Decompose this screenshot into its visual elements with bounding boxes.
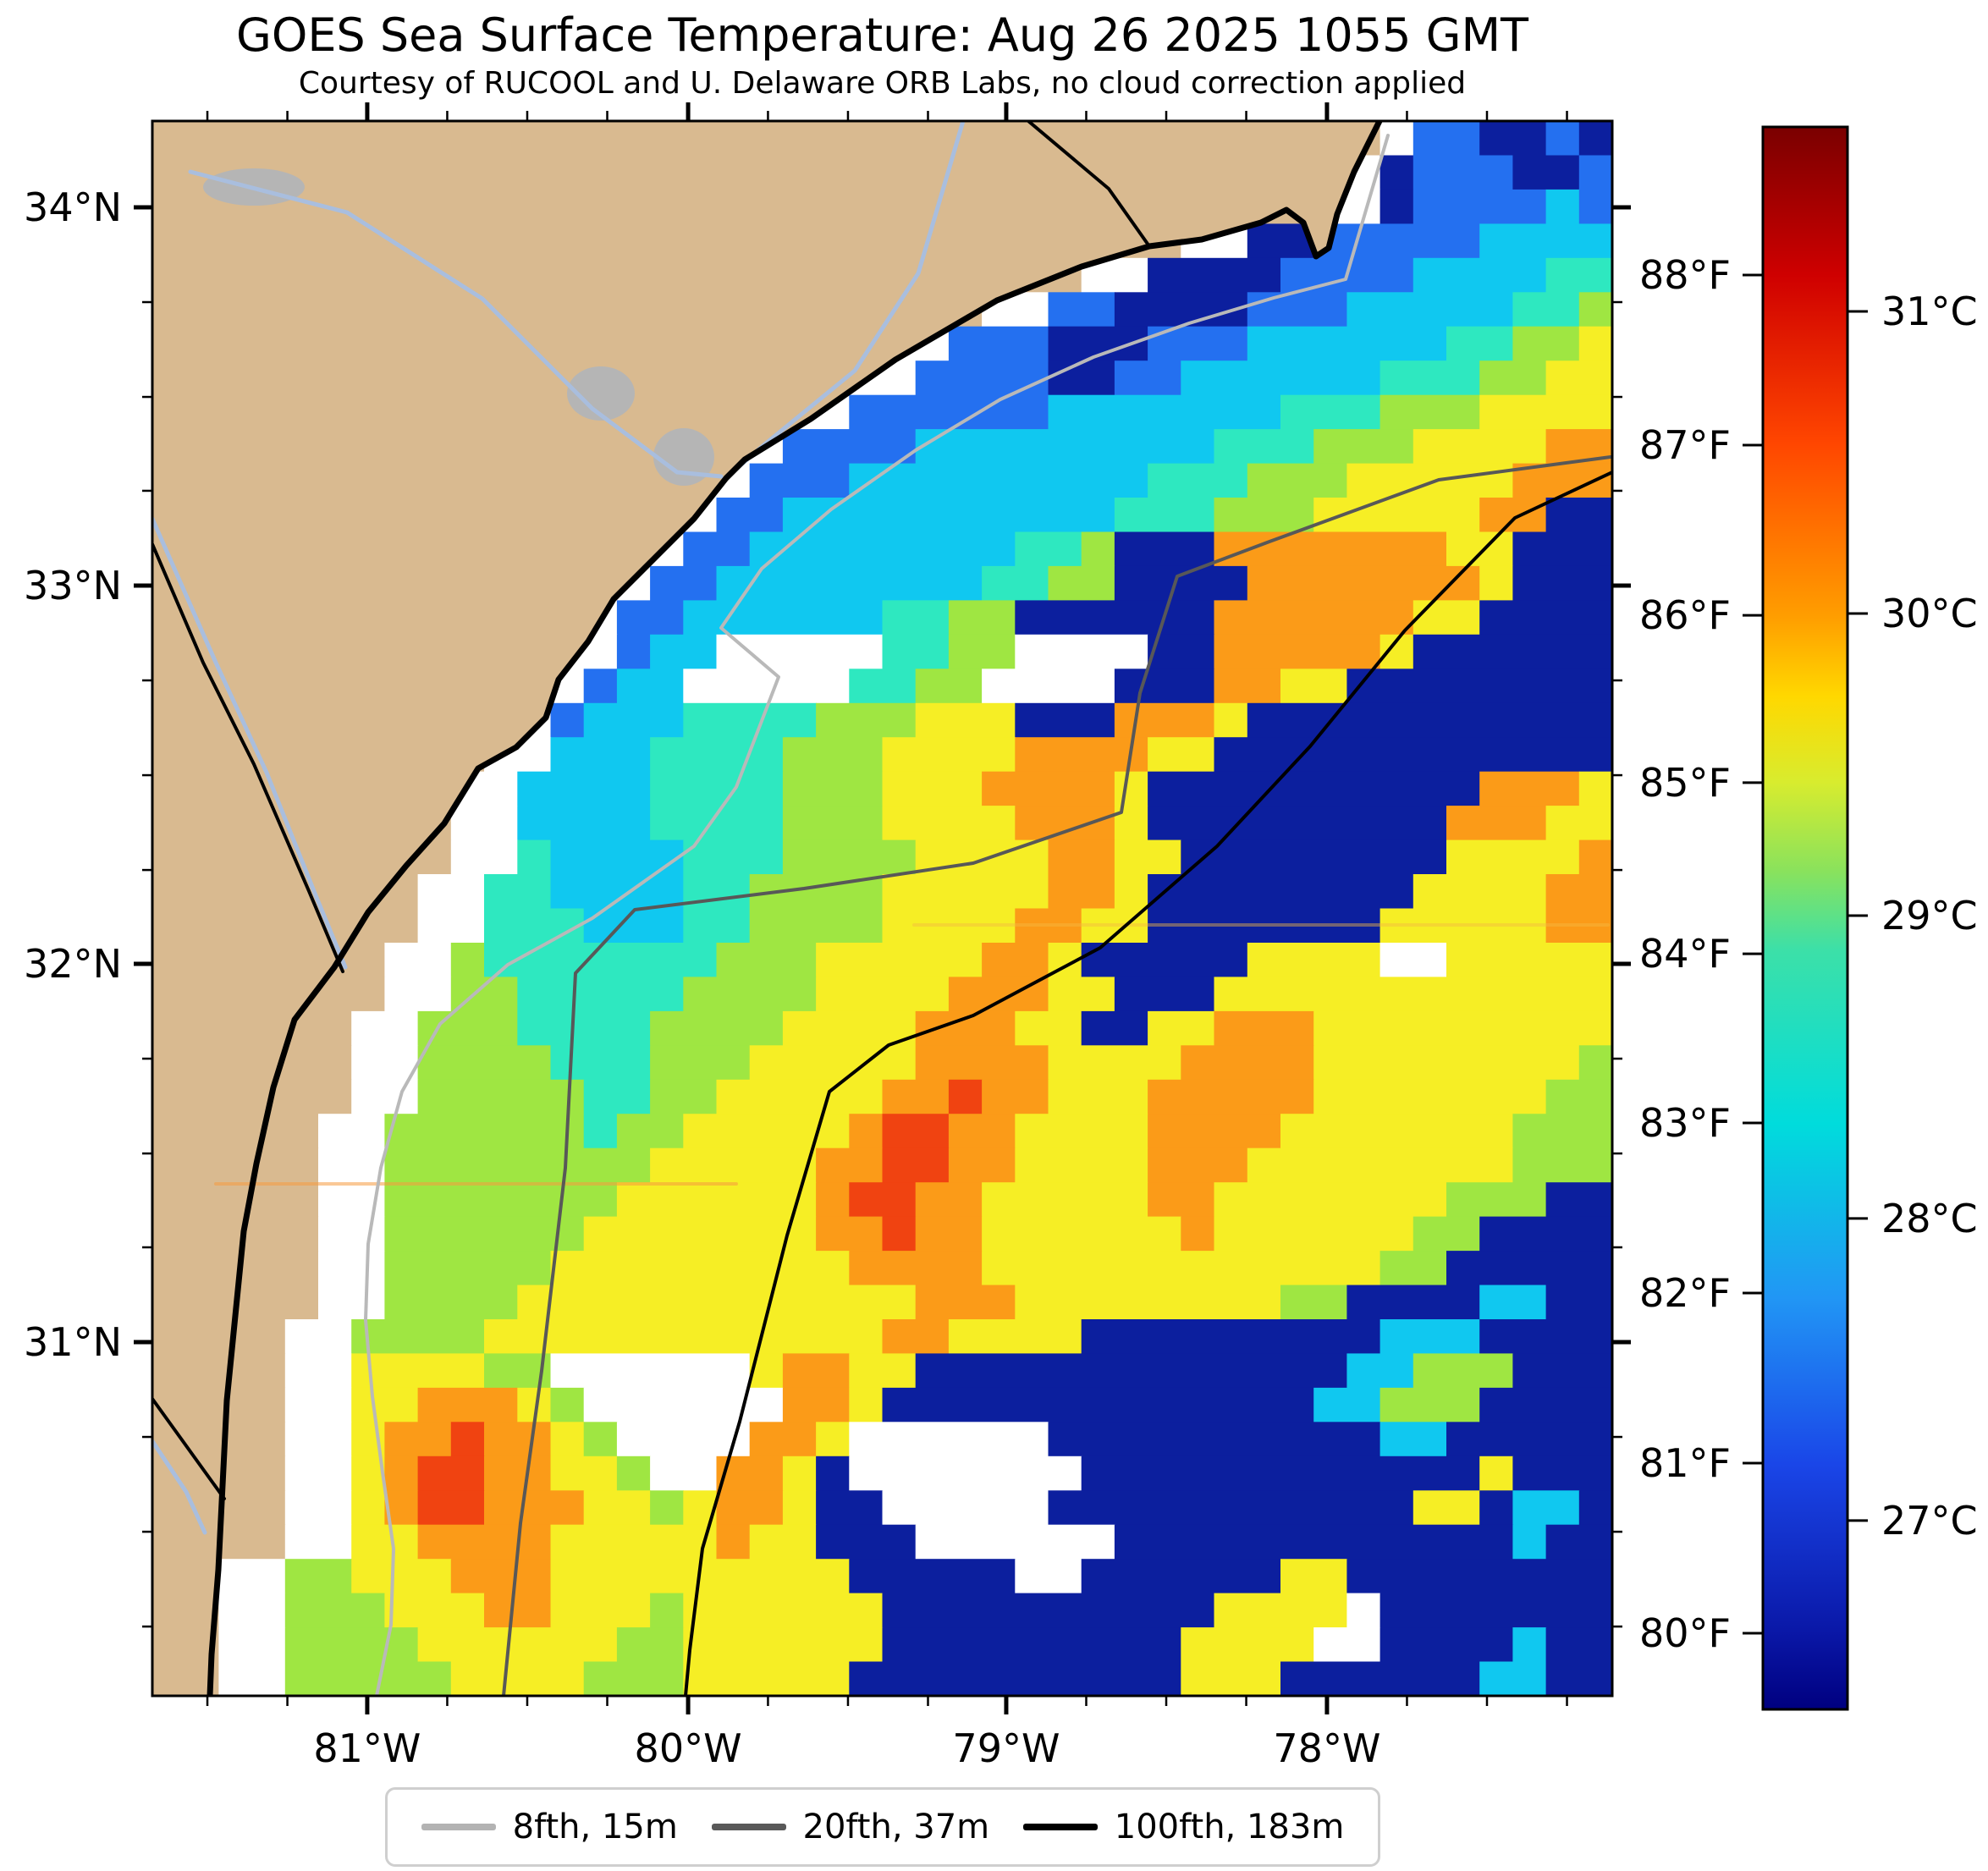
legend-line-100fth-icon [1022,1824,1098,1830]
x-tick-label: 81°W [313,1725,421,1771]
legend-item-20fth: 20fth, 37m [711,1808,990,1846]
land-polygon [152,121,1379,1696]
legend-item-8fth: 8fth, 15m [421,1808,678,1846]
colorbar-f-label: 85°F [1639,760,1731,806]
page-title: GOES Sea Surface Temperature: Aug 26 202… [235,8,1529,62]
axis-ticks [134,102,1631,1714]
border-nc-sc [1027,121,1151,248]
colorbar-c-label: 28°C [1881,1196,1978,1241]
page-subtitle: Courtesy of RUCOOL and U. Delaware ORB L… [298,66,1467,101]
city-area-1 [567,366,635,421]
colorbar-ticks [1743,273,1868,1635]
legend-label-100fth: 100fth, 183m [1114,1808,1345,1846]
colorbar-f-label: 80°F [1639,1610,1731,1656]
colorbar-f-label: 84°F [1639,931,1731,977]
colorbar-c-label: 29°C [1881,893,1978,938]
legend-line-8fth-icon [421,1824,496,1830]
colorbar-f-label: 81°F [1639,1440,1731,1486]
y-tick-label: 34°N [24,184,122,230]
sst-map [152,121,1612,1696]
city-area-2 [653,428,714,486]
river-savannah [152,516,348,970]
colorbar-f-label: 86°F [1639,592,1731,638]
legend-label-20fth: 20fth, 37m [802,1808,990,1846]
y-tick-label: 33°N [24,563,122,608]
colorbar-f-label: 88°F [1639,252,1731,298]
colorbar [1761,125,1849,1711]
colorbar-c-label: 30°C [1881,591,1978,636]
border-ga-south [152,1397,226,1500]
legend-label-8fth: 8fth, 15m [512,1808,678,1846]
contour-8fth [364,134,1390,1696]
colorbar-c-label: 27°C [1881,1498,1978,1544]
y-tick-label: 32°N [24,941,122,987]
colorbar-f-label: 83°F [1639,1100,1731,1146]
river-peedee [188,169,724,479]
colorbar-f-label: 87°F [1639,422,1731,468]
border-sc-ga [152,542,344,973]
colorbar-c-label: 31°C [1881,289,1978,334]
bathymetry-legend: 8fth, 15m 20fth, 37m 100fth, 183m [385,1787,1380,1867]
coastline [207,121,1383,1696]
river-altamaha [152,1439,207,1535]
x-tick-label: 80°W [635,1725,742,1771]
contour-20fth [502,455,1612,1696]
x-tick-label: 78°W [1273,1725,1380,1771]
map-frame [151,119,1614,1698]
contour-100fth [684,471,1612,1696]
legend-line-20fth-icon [711,1824,786,1830]
colorbar-f-label: 82°F [1639,1270,1731,1316]
x-tick-label: 79°W [952,1725,1060,1771]
y-tick-label: 31°N [24,1319,122,1365]
legend-item-100fth: 100fth, 183m [1022,1808,1345,1846]
